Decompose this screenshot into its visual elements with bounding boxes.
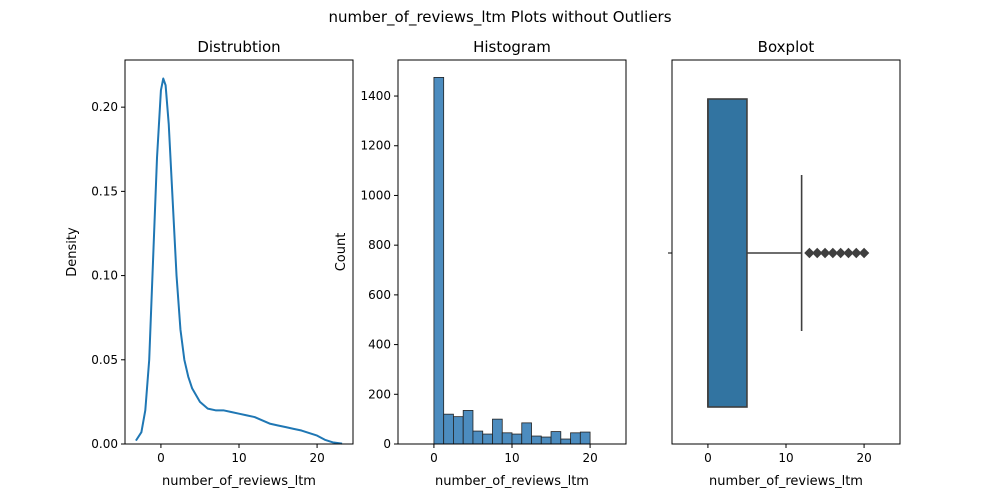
- panel-histogram: Histogram 0 10 200200400600800100012001400…: [334, 38, 627, 489]
- y-tick-label: 800: [368, 238, 391, 252]
- x-axis-label: number_of_reviews_ltm: [162, 474, 316, 489]
- histogram-bar: [511, 433, 523, 445]
- panel-distribution: Distrubtion 0 10 20 0.00 0.05 0.10 0.15 0.20 nu…: [65, 38, 354, 489]
- axes-frame: [124, 59, 354, 445]
- x-tick-label: 0: [430, 451, 438, 465]
- y-tick-label: 1000: [360, 188, 391, 202]
- outlier-point: [804, 247, 815, 259]
- y-tick-label: 0.20: [91, 100, 118, 114]
- histogram-bar: [462, 410, 474, 445]
- x-tick-label: 20: [856, 451, 871, 465]
- histogram-bar: [521, 422, 532, 445]
- density-curve: [135, 77, 343, 445]
- figure-title: number_of_reviews_ltm Plots without Outl…: [328, 8, 671, 27]
- y-tick-label: 600: [368, 288, 391, 302]
- y-tick-label: 1200: [360, 139, 391, 153]
- outlier-point: [812, 247, 823, 259]
- outlier-point: [851, 247, 862, 259]
- histogram-bar: [570, 432, 581, 445]
- outlier-point: [835, 247, 846, 259]
- plot-area: 0 10 20: [668, 98, 872, 465]
- y-tick-label: 0.05: [91, 353, 118, 367]
- outlier-point: [827, 247, 839, 259]
- x-axis-label: number_of_reviews_ltm: [435, 474, 589, 489]
- x-axis-label: number_of_reviews_ltm: [709, 474, 863, 489]
- histogram-bar: [443, 413, 454, 445]
- outlier-point: [843, 247, 854, 259]
- histogram-bar: [560, 438, 571, 445]
- y-axis-label: Count: [334, 233, 349, 272]
- outlier-point: [858, 247, 870, 259]
- histogram-bar: [540, 436, 552, 445]
- x-tick-label: 10: [778, 451, 793, 465]
- y-tick-label: 0.15: [91, 184, 118, 198]
- outlier-point: [819, 247, 831, 259]
- histogram-bar: [492, 418, 503, 445]
- histogram-bar: [579, 431, 591, 445]
- box-iqr: [707, 98, 748, 408]
- histogram-bar: [501, 432, 513, 445]
- x-tick-label: 20: [582, 451, 597, 465]
- panel-boxplot: Boxplot 0 10 20 number_of_reviews_ltm: [668, 38, 901, 489]
- histogram-bar: [453, 416, 464, 445]
- x-tick-label: 10: [231, 451, 246, 465]
- panel-title: Histogram: [473, 38, 551, 56]
- panel-title: Boxplot: [758, 38, 815, 56]
- x-tick-label: 0: [704, 451, 712, 465]
- x-tick-label: 20: [309, 451, 324, 465]
- y-tick-label: 1400: [360, 89, 391, 103]
- panel-title: Distrubtion: [197, 38, 280, 56]
- axes-frame: [397, 59, 627, 445]
- x-tick-label: 0: [157, 451, 165, 465]
- y-tick-label: 0.00: [91, 437, 118, 451]
- y-tick-label: 200: [368, 387, 391, 401]
- y-tick-label: 400: [368, 338, 391, 352]
- histogram-bar: [550, 431, 562, 445]
- histogram-bar: [433, 76, 445, 445]
- y-tick-label: 0.10: [91, 269, 118, 283]
- axes-frame: [671, 59, 901, 445]
- y-tick-label: 0: [383, 437, 391, 451]
- x-tick-label: 10: [504, 451, 519, 465]
- histogram-bar: [482, 433, 493, 445]
- histogram-bar: [472, 430, 484, 445]
- plot-area: 0 10 20 0.00 0.05 0.10 0.15 0.20: [91, 77, 343, 465]
- y-axis-label: Density: [65, 227, 80, 277]
- histogram-bar: [531, 435, 542, 445]
